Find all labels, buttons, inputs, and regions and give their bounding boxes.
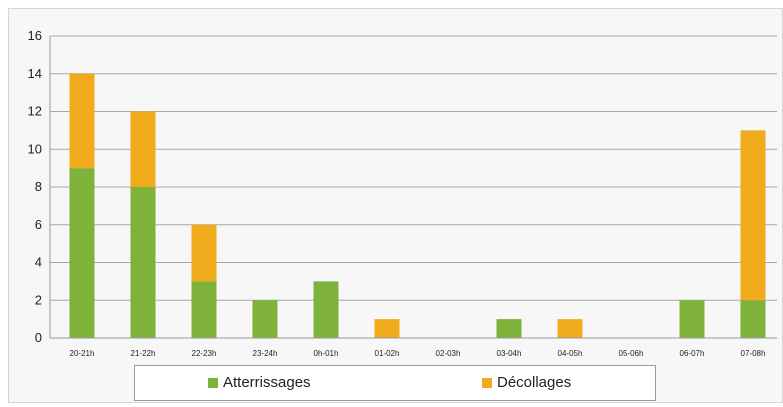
legend-item-decollages: Décollages [482, 374, 571, 391]
bar-segment [191, 281, 217, 338]
x-tick-label: 23-24h [253, 349, 278, 358]
legend-swatch-decollages [482, 377, 492, 388]
x-tick-label: 05-06h [619, 349, 644, 358]
x-tick-label: 21-22h [131, 349, 156, 358]
legend: Atterrissages Décollages [134, 365, 656, 401]
bar-segment [374, 319, 400, 338]
bars [69, 73, 766, 338]
bar-segment [557, 319, 583, 338]
bar-segment [740, 130, 766, 301]
x-tick-label: 22-23h [192, 349, 217, 358]
gridlines [50, 35, 777, 339]
legend-item-atterrissages: Atterrissages [208, 374, 311, 391]
bar-segment [69, 168, 95, 338]
x-tick-label: 0h-01h [314, 349, 339, 358]
y-tick-label: 4 [35, 255, 42, 270]
x-tick-label: 02-03h [436, 349, 461, 358]
y-tick-label: 14 [28, 66, 42, 81]
y-tick-label: 10 [28, 141, 42, 156]
x-tick-label: 20-21h [70, 349, 95, 358]
y-axis-ticks: 0 2 4 6 8 10 12 14 16 [28, 28, 42, 345]
legend-swatch-atterrissages [208, 377, 218, 388]
bar-segment [252, 300, 278, 338]
legend-label-atterrissages: Atterrissages [223, 374, 311, 391]
legend-label-decollages: Décollages [497, 374, 572, 391]
y-tick-label: 2 [35, 292, 42, 307]
bar-segment [740, 300, 766, 338]
x-axis-ticks: 20-21h 21-22h 22-23h 23-24h 0h-01h 01-02h 02-0… [70, 349, 766, 358]
bar-segment [130, 187, 156, 338]
bar-segment [130, 111, 156, 187]
bar-segment [496, 319, 522, 338]
bar-segment [313, 281, 339, 338]
bar-segment [69, 73, 95, 169]
y-tick-label: 0 [35, 330, 42, 345]
bar-segment [191, 224, 217, 282]
y-tick-label: 8 [35, 179, 42, 194]
x-tick-label: 07-08h [741, 349, 766, 358]
x-tick-label: 04-05h [558, 349, 583, 358]
x-tick-label: 06-07h [680, 349, 705, 358]
y-tick-label: 16 [28, 28, 42, 43]
x-tick-label: 03-04h [497, 349, 522, 358]
bar-segment [679, 300, 705, 338]
y-tick-label: 12 [28, 104, 42, 119]
y-tick-label: 6 [35, 217, 42, 232]
x-tick-label: 01-02h [375, 349, 400, 358]
